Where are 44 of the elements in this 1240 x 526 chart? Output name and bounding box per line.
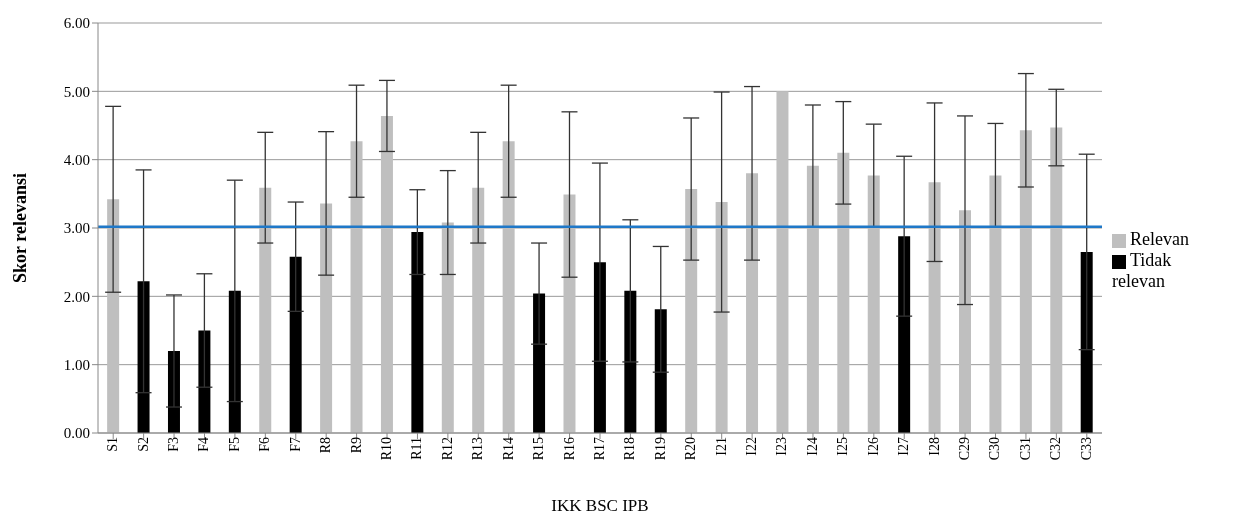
x-tick-label: C32 <box>1048 437 1064 461</box>
y-tick-label: 6.00 <box>63 15 90 32</box>
x-tick-label: R12 <box>439 437 455 461</box>
x-tick-label: I23 <box>774 437 790 456</box>
x-tick-label: C30 <box>987 437 1003 461</box>
x-tick-label: S2 <box>135 437 151 452</box>
x-tick-label: F3 <box>166 437 181 452</box>
legend-label: Tidak relevan <box>1112 250 1172 291</box>
x-tick-label: I24 <box>804 437 820 456</box>
x-tick-label: C31 <box>1017 437 1033 461</box>
x-tick-label: R10 <box>378 437 394 461</box>
x-tick-label: I25 <box>835 437 851 456</box>
x-tick-label: I27 <box>896 437 912 456</box>
x-tick-label: F6 <box>257 437 273 452</box>
y-tick-label: 1.00 <box>63 356 90 373</box>
x-tick-label: R17 <box>591 437 607 461</box>
x-tick-label: R15 <box>531 437 547 461</box>
x-tick-label: S1 <box>105 437 121 452</box>
x-tick-label: R19 <box>652 437 668 461</box>
x-tick-label: I28 <box>926 437 942 456</box>
y-tick-label: 0.00 <box>63 425 90 442</box>
y-tick-label: 2.00 <box>63 288 90 305</box>
x-tick-label: R13 <box>470 437 486 461</box>
x-tick-label: F7 <box>287 437 303 452</box>
y-tick-label: 4.00 <box>63 151 90 168</box>
x-tick-label: R14 <box>500 437 516 461</box>
legend-label: Relevan <box>1130 229 1189 249</box>
x-tick-label: C33 <box>1078 437 1094 461</box>
x-tick-label: F4 <box>196 437 212 452</box>
x-tick-label: R8 <box>318 437 334 454</box>
x-tick-label: R20 <box>683 437 699 461</box>
y-tick-label: 3.00 <box>63 220 90 237</box>
x-tick-label: R11 <box>409 437 425 460</box>
x-tick-label: R16 <box>561 437 577 461</box>
y-tick-label: 5.00 <box>63 83 90 100</box>
x-tick-label: I21 <box>713 437 729 456</box>
x-axis-title: IKK BSC IPB <box>551 496 649 515</box>
x-tick-label: F5 <box>226 437 242 452</box>
x-tick-label: I26 <box>865 437 881 456</box>
x-tick-label: R18 <box>622 437 638 461</box>
x-tick-label: C29 <box>957 437 973 461</box>
x-tick-label: R9 <box>348 437 364 454</box>
x-tick-label: I22 <box>744 437 760 456</box>
y-axis-title: Skor relevansi <box>10 173 31 283</box>
